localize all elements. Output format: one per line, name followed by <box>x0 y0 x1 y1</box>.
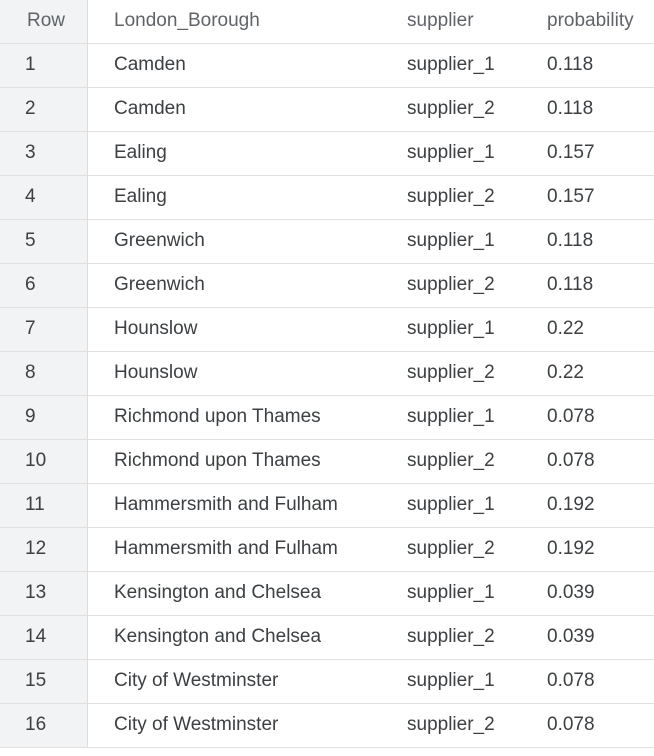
row-number-cell[interactable]: 2 <box>0 87 88 132</box>
row-number-cell[interactable]: 6 <box>0 263 88 308</box>
supplier-cell[interactable]: supplier_2 <box>394 87 533 132</box>
probability-cell[interactable]: 0.078 <box>533 395 654 440</box>
table-row[interactable]: 4 Ealing supplier_2 0.157 <box>0 175 654 220</box>
table-row[interactable]: 6 Greenwich supplier_2 0.118 <box>0 263 654 308</box>
supplier-cell[interactable]: supplier_1 <box>394 131 533 176</box>
probability-cell[interactable]: 0.078 <box>533 439 654 484</box>
table-row[interactable]: 2 Camden supplier_2 0.118 <box>0 87 654 132</box>
row-number-cell[interactable]: 10 <box>0 439 88 484</box>
supplier-cell[interactable]: supplier_2 <box>394 527 533 572</box>
supplier-cell[interactable]: supplier_1 <box>394 307 533 352</box>
table-row[interactable]: 7 Hounslow supplier_1 0.22 <box>0 307 654 352</box>
row-number-cell[interactable]: 9 <box>0 395 88 440</box>
london-borough-cell[interactable]: Hounslow <box>88 351 394 396</box>
supplier-cell[interactable]: supplier_2 <box>394 439 533 484</box>
london-borough-cell[interactable]: Ealing <box>88 131 394 176</box>
table-row[interactable]: 1 Camden supplier_1 0.118 <box>0 43 654 88</box>
table-row[interactable]: 13 Kensington and Chelsea supplier_1 0.039 <box>0 571 654 616</box>
london-borough-cell[interactable]: Greenwich <box>88 219 394 264</box>
supplier-cell[interactable]: supplier_2 <box>394 615 533 660</box>
row-number-cell[interactable]: 8 <box>0 351 88 396</box>
probability-cell[interactable]: 0.22 <box>533 307 654 352</box>
supplier-cell[interactable]: supplier_2 <box>394 703 533 748</box>
probability-cell[interactable]: 0.118 <box>533 263 654 308</box>
results-body: 1 Camden supplier_1 0.118 2 Camden supplier_2 0… <box>0 43 654 748</box>
row-number-cell[interactable]: 3 <box>0 131 88 176</box>
london-borough-cell[interactable]: Hammersmith and Fulham <box>88 527 394 572</box>
probability-cell[interactable]: 0.157 <box>533 175 654 220</box>
supplier-cell[interactable]: supplier_1 <box>394 659 533 704</box>
london-borough-cell[interactable]: Kensington and Chelsea <box>88 615 394 660</box>
column-header-probability[interactable]: probability <box>533 0 654 44</box>
supplier-cell[interactable]: supplier_1 <box>394 483 533 528</box>
row-number-cell[interactable]: 14 <box>0 615 88 660</box>
column-header-row[interactable]: Row <box>0 0 88 44</box>
probability-cell[interactable]: 0.192 <box>533 483 654 528</box>
row-number-cell[interactable]: 1 <box>0 43 88 88</box>
supplier-cell[interactable]: supplier_2 <box>394 351 533 396</box>
row-number-cell[interactable]: 16 <box>0 703 88 748</box>
table-row[interactable]: 10 Richmond upon Thames supplier_2 0.078 <box>0 439 654 484</box>
row-number-cell[interactable]: 5 <box>0 219 88 264</box>
london-borough-cell[interactable]: Ealing <box>88 175 394 220</box>
london-borough-cell[interactable]: Camden <box>88 43 394 88</box>
london-borough-cell[interactable]: Richmond upon Thames <box>88 395 394 440</box>
probability-cell[interactable]: 0.078 <box>533 659 654 704</box>
table-row[interactable]: 15 City of Westminster supplier_1 0.078 <box>0 659 654 704</box>
supplier-cell[interactable]: supplier_1 <box>394 43 533 88</box>
row-number-cell[interactable]: 13 <box>0 571 88 616</box>
table-row[interactable]: 3 Ealing supplier_1 0.157 <box>0 131 654 176</box>
header-row: Row London_Borough supplier probability <box>0 0 654 44</box>
supplier-cell[interactable]: supplier_1 <box>394 219 533 264</box>
london-borough-cell[interactable]: Greenwich <box>88 263 394 308</box>
london-borough-cell[interactable]: Richmond upon Thames <box>88 439 394 484</box>
london-borough-cell[interactable]: City of Westminster <box>88 703 394 748</box>
probability-cell[interactable]: 0.118 <box>533 219 654 264</box>
table-row[interactable]: 14 Kensington and Chelsea supplier_2 0.039 <box>0 615 654 660</box>
table-row[interactable]: 8 Hounslow supplier_2 0.22 <box>0 351 654 396</box>
probability-cell[interactable]: 0.157 <box>533 131 654 176</box>
row-number-cell[interactable]: 7 <box>0 307 88 352</box>
table-row[interactable]: 16 City of Westminster supplier_2 0.078 <box>0 703 654 748</box>
table-row[interactable]: 12 Hammersmith and Fulham supplier_2 0.192 <box>0 527 654 572</box>
row-number-cell[interactable]: 12 <box>0 527 88 572</box>
probability-cell[interactable]: 0.118 <box>533 87 654 132</box>
supplier-cell[interactable]: supplier_1 <box>394 571 533 616</box>
column-header-london-borough[interactable]: London_Borough <box>88 0 394 44</box>
supplier-cell[interactable]: supplier_2 <box>394 263 533 308</box>
london-borough-cell[interactable]: Hounslow <box>88 307 394 352</box>
probability-cell[interactable]: 0.118 <box>533 43 654 88</box>
table-row[interactable]: 9 Richmond upon Thames supplier_1 0.078 <box>0 395 654 440</box>
probability-cell[interactable]: 0.192 <box>533 527 654 572</box>
supplier-cell[interactable]: supplier_1 <box>394 395 533 440</box>
table-row[interactable]: 5 Greenwich supplier_1 0.118 <box>0 219 654 264</box>
probability-cell[interactable]: 0.078 <box>533 703 654 748</box>
column-header-supplier[interactable]: supplier <box>394 0 533 44</box>
london-borough-cell[interactable]: Camden <box>88 87 394 132</box>
london-borough-cell[interactable]: Hammersmith and Fulham <box>88 483 394 528</box>
supplier-cell[interactable]: supplier_2 <box>394 175 533 220</box>
probability-cell[interactable]: 0.22 <box>533 351 654 396</box>
table-row[interactable]: 11 Hammersmith and Fulham supplier_1 0.192 <box>0 483 654 528</box>
probability-cell[interactable]: 0.039 <box>533 571 654 616</box>
london-borough-cell[interactable]: Kensington and Chelsea <box>88 571 394 616</box>
probability-cell[interactable]: 0.039 <box>533 615 654 660</box>
row-number-cell[interactable]: 4 <box>0 175 88 220</box>
row-number-cell[interactable]: 15 <box>0 659 88 704</box>
row-number-cell[interactable]: 11 <box>0 483 88 528</box>
london-borough-cell[interactable]: City of Westminster <box>88 659 394 704</box>
